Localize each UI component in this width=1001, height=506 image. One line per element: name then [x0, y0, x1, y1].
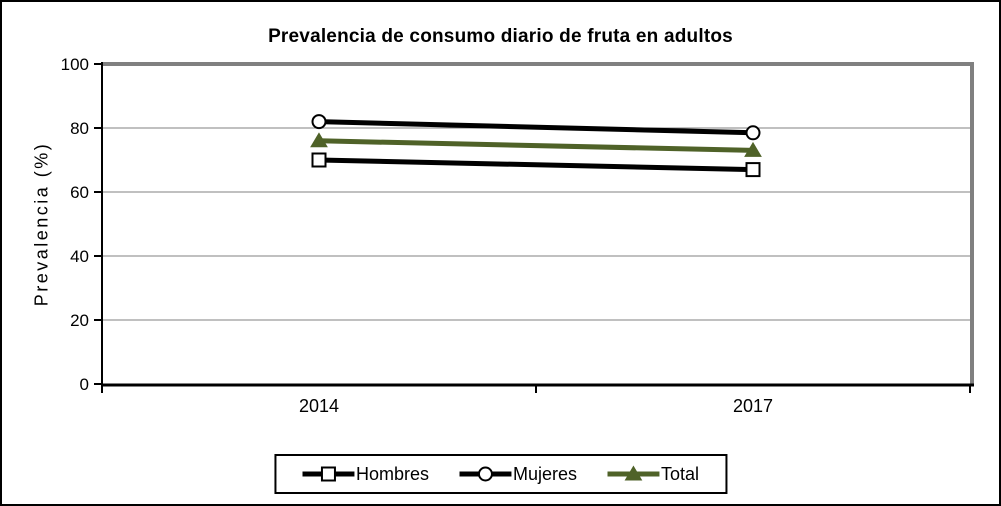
legend-item-total: Total — [607, 464, 699, 485]
series-line-hombres — [318, 157, 754, 173]
legend-label: Hombres — [355, 463, 429, 484]
legend: Hombres Mujeres Total — [273, 454, 728, 494]
series-line-total — [318, 138, 754, 153]
legend-label: Total — [661, 463, 700, 484]
x-tick-label: 2014 — [299, 396, 339, 416]
legend-item-hombres: Hombres — [301, 463, 429, 485]
chart-title: Prevalencia de consumo diario de fruta e… — [268, 26, 733, 47]
series-line-mujeres — [318, 119, 754, 136]
y-tick-label: 80 — [70, 119, 89, 138]
y-tick-label: 60 — [70, 183, 89, 202]
marker-mujeres — [745, 125, 761, 141]
marker-mujeres — [311, 114, 327, 130]
x-tick-label: 2017 — [733, 396, 773, 416]
marker-total — [744, 141, 762, 157]
legend-marker — [477, 466, 493, 482]
legend-marker — [624, 465, 642, 481]
triangle-marker-icon — [607, 465, 660, 481]
y-tick-label: 40 — [70, 247, 89, 266]
circle-marker-icon — [458, 466, 511, 482]
marker-hombres — [745, 162, 761, 178]
square-marker-icon — [301, 466, 354, 482]
legend-marker — [320, 466, 336, 482]
y-tick-label: 20 — [70, 311, 89, 330]
legend-item-mujeres: Mujeres — [458, 463, 578, 485]
marker-hombres — [311, 152, 327, 168]
y-tick-label: 0 — [80, 375, 89, 394]
legend-label: Mujeres — [512, 463, 578, 484]
y-tick-label: 100 — [61, 55, 89, 74]
marker-total — [310, 132, 328, 148]
